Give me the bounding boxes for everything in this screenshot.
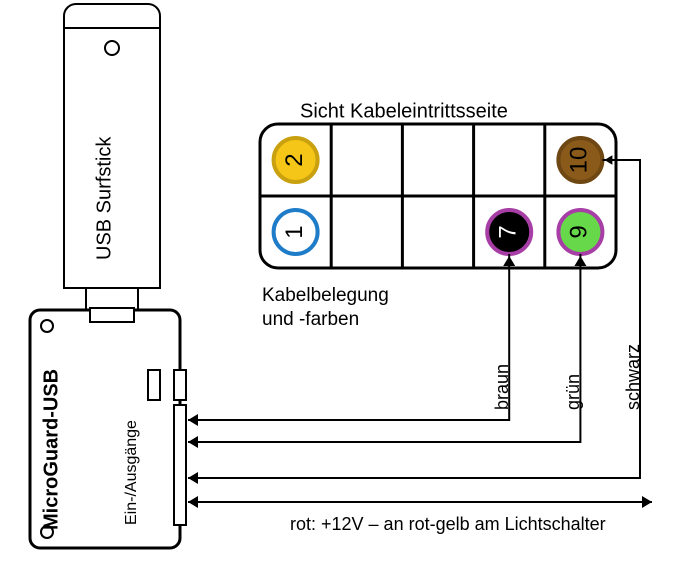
usb-stick-label: USB Surfstick — [93, 136, 115, 260]
connector-sub2: und -farben — [262, 309, 359, 330]
pin9-label: 9 — [566, 225, 593, 238]
wire-label-grün: grün — [563, 374, 583, 410]
pin1-label: 1 — [281, 225, 308, 238]
usb-stick-hole — [105, 41, 119, 55]
module-title: MicroGuard-USB — [40, 369, 62, 530]
connector-sub1: Kabelbelegung — [262, 285, 389, 306]
io-port-bottom — [174, 405, 186, 525]
pin7-label: 7 — [495, 225, 522, 238]
wire-label-braun: braun — [492, 364, 512, 410]
io-port-top — [174, 370, 186, 400]
bottom-line-text: rot: +12V – an rot-gelb am Lichtschalter — [290, 514, 606, 534]
wire-grün — [188, 254, 580, 442]
screw-top — [41, 320, 53, 332]
wire-label-schwarz: schwarz — [623, 344, 643, 410]
connector-title: Sicht Kabeleintrittsseite — [300, 100, 508, 122]
io-label: Ein-/Ausgänge — [123, 420, 140, 525]
wire-braun — [188, 254, 509, 420]
module-usb-port — [90, 308, 134, 322]
module-port-small — [148, 370, 160, 400]
pin2-label: 2 — [281, 153, 308, 166]
pin10-label: 10 — [566, 147, 593, 174]
